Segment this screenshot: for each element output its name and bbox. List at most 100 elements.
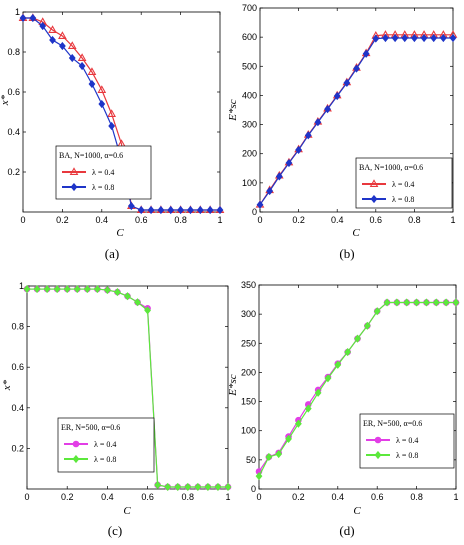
x-tick-label: 0.6 — [370, 215, 383, 225]
data-point — [88, 79, 96, 89]
data-point — [87, 67, 97, 75]
data-point — [137, 205, 145, 215]
data-point — [77, 53, 87, 61]
legend-entry: λ = 0.8 — [94, 455, 116, 464]
y-tick-label: 300 — [242, 120, 257, 130]
y-tick-label: 350 — [241, 280, 256, 290]
y-tick-label: 50 — [246, 455, 256, 465]
y-tick-label: 600 — [242, 32, 257, 42]
x-tick-label: 1 — [217, 215, 222, 225]
data-point — [363, 321, 371, 330]
data-point — [423, 298, 430, 307]
y-tick-label: 150 — [241, 397, 256, 407]
y-tick-label: 0.4 — [7, 127, 20, 137]
legend-title: BA, N=1000, α=0.6 — [59, 151, 123, 160]
data-point — [324, 374, 332, 383]
data-point — [285, 434, 292, 443]
y-tick-label: 100 — [242, 178, 257, 188]
data-point — [59, 41, 66, 51]
legend-entry: λ = 0.8 — [392, 195, 414, 204]
data-point — [304, 131, 312, 140]
x-tick-label: 0.8 — [410, 492, 423, 502]
panel-caption: (c) — [108, 523, 122, 538]
legend-entry: λ = 0.4 — [94, 440, 116, 449]
legend-marker — [69, 167, 79, 175]
y-tick-label: 1 — [19, 281, 24, 291]
data-point — [73, 284, 81, 294]
x-tick-label: 0.4 — [96, 215, 109, 225]
x-tick-label: 0.6 — [135, 215, 148, 225]
y-axis-label: E*sc — [227, 99, 239, 122]
data-point — [127, 201, 135, 211]
data-point — [411, 33, 418, 43]
panel-caption: (a) — [105, 246, 119, 261]
y-tick-label: 200 — [242, 149, 257, 159]
x-tick-label: 0.6 — [141, 492, 154, 502]
data-point — [449, 33, 457, 43]
data-point — [224, 482, 232, 492]
y-tick-label: 100 — [241, 426, 256, 436]
legend: BA, N=1000, α=0.6 λ = 0.4 λ = 0.8 — [355, 157, 453, 209]
data-point — [285, 158, 293, 168]
chart-panel-a: 0 0.2 0.4 0.6 0.8 1 0.2 0.4 0.6 0.8 1 BA, N=1000, α… — [0, 7, 225, 261]
data-point — [343, 78, 351, 87]
data-point — [420, 33, 428, 43]
legend-marker — [72, 440, 80, 448]
legend-title: ER, N=500, α=0.6 — [61, 423, 120, 432]
y-tick-label: 0.8 — [7, 47, 20, 57]
legend-marker — [70, 182, 78, 192]
data-point — [53, 284, 61, 294]
data-point — [401, 33, 409, 43]
data-point — [265, 452, 273, 462]
data-point — [97, 85, 107, 93]
y-tick-label: 0.4 — [11, 403, 24, 413]
x-tick-label: 0.2 — [61, 492, 74, 502]
data-point — [442, 298, 450, 307]
legend-entry: λ = 0.4 — [396, 436, 418, 445]
y-tick-label: 250 — [241, 338, 256, 348]
data-point — [204, 482, 212, 492]
data-point — [214, 482, 222, 492]
data-point — [43, 284, 51, 294]
x-axis-label: C — [353, 505, 361, 517]
legend-marker — [369, 179, 379, 187]
y-tick-label: 0 — [251, 484, 256, 494]
y-tick-label: 400 — [242, 90, 257, 100]
data-point — [354, 334, 361, 343]
data-point — [134, 298, 141, 307]
data-point — [144, 306, 151, 315]
x-tick-label: 0 — [24, 492, 29, 502]
x-tick-label: 0.6 — [371, 492, 384, 502]
x-tick-label: 0.8 — [408, 215, 421, 225]
data-point — [114, 288, 121, 297]
data-point — [324, 105, 331, 114]
legend-marker — [370, 194, 378, 204]
data-point — [430, 33, 438, 43]
data-point — [23, 284, 31, 294]
data-point — [49, 35, 56, 45]
y-tick-label: 1 — [15, 7, 20, 17]
data-point — [124, 292, 131, 301]
data-point — [93, 284, 101, 294]
data-point — [177, 205, 184, 215]
data-point — [98, 99, 106, 109]
data-point — [29, 13, 37, 23]
y-tick-label: 500 — [242, 61, 257, 71]
data-point — [314, 388, 322, 397]
x-tick-label: 0 — [257, 215, 262, 225]
x-tick-label: 0.2 — [292, 215, 305, 225]
data-point — [206, 205, 214, 215]
data-point — [391, 33, 399, 43]
data-point — [372, 34, 380, 43]
data-point — [275, 449, 283, 459]
data-point — [147, 205, 155, 215]
data-point — [67, 41, 77, 49]
data-point — [194, 482, 202, 492]
data-point — [275, 172, 283, 181]
x-tick-label: 0 — [256, 492, 261, 502]
x-tick-label: 0.4 — [332, 492, 345, 502]
data-point — [108, 121, 116, 131]
data-point — [104, 285, 111, 295]
legend: BA, N=1000, α=0.6 λ = 0.4 λ = 0.8 — [55, 145, 152, 200]
